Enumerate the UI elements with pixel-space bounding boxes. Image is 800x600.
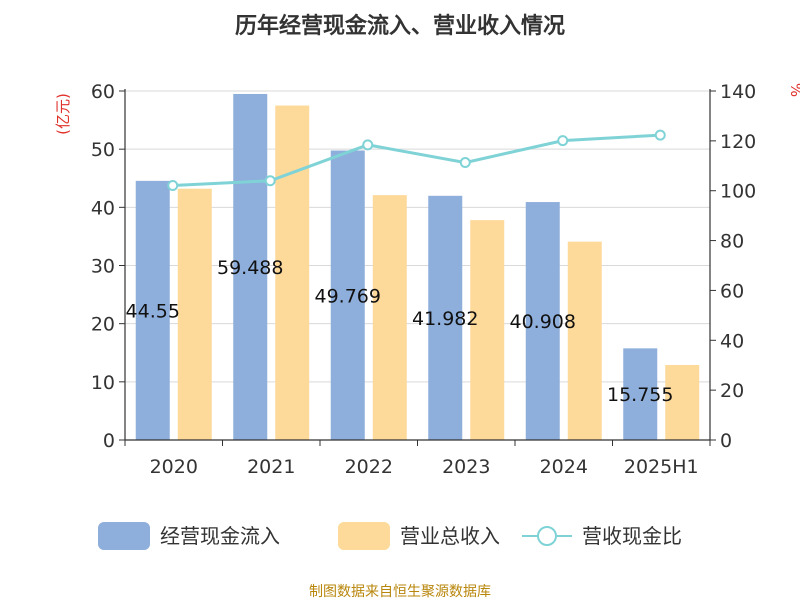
axes: 0 10 20 30 40 50 60 0 20 40 60 80 100 120 140 2020 2021 2… — [91, 81, 756, 478]
x-tick-label: 2025H1 — [624, 456, 699, 478]
left-axis-unit: (亿元) — [54, 93, 72, 135]
grid-lines — [125, 90, 710, 383]
right-axis-unit: % — [787, 83, 800, 97]
right-tick-label: 80 — [720, 231, 744, 253]
ratio-point — [459, 157, 471, 169]
right-tick-label: 100 — [720, 181, 756, 203]
right-tick-label: 20 — [720, 380, 744, 402]
ratio-point — [654, 129, 666, 141]
bar-total-revenue — [275, 105, 310, 441]
left-tick-label: 50 — [91, 139, 115, 161]
ratio-point — [557, 135, 569, 147]
legend-ratio-swatch-marker — [537, 526, 557, 546]
bar-cash-inflow — [428, 195, 463, 440]
left-tick-label: 40 — [91, 197, 115, 219]
source-note: 制图数据来自恒生聚源数据库 — [309, 584, 491, 600]
x-tick-label: 2020 — [150, 456, 198, 478]
ratio-point — [362, 139, 374, 151]
left-tick-label: 60 — [91, 81, 115, 103]
left-tick-label: 20 — [91, 314, 115, 336]
bar-total-revenue — [567, 241, 602, 440]
left-tick-label: 10 — [91, 372, 115, 394]
ratio-point — [167, 179, 179, 191]
legend: 经营现金流入 营业总收入 营收现金比 — [98, 522, 682, 550]
bar-data-label: 40.908 — [510, 311, 576, 333]
left-tick-label: 0 — [103, 430, 115, 452]
x-tick-label: 2023 — [442, 456, 490, 478]
bar-data-label: 49.769 — [315, 285, 381, 307]
left-tick-label: 30 — [91, 256, 115, 278]
right-tick-label: 140 — [720, 81, 756, 103]
bar-data-label: 59.488 — [217, 257, 283, 279]
bar-total-revenue — [372, 195, 407, 440]
right-tick-label: 60 — [720, 280, 744, 302]
x-tick-label: 2024 — [540, 456, 588, 478]
bar-cash-inflow — [525, 202, 560, 440]
legend-ratio-text: 营收现金比 — [582, 524, 682, 548]
bar-cash-inflow — [623, 348, 658, 440]
chart-title: 历年经营现金流入、营业收入情况 — [235, 13, 565, 39]
ratio-point — [264, 175, 276, 187]
bar-cash-inflow — [330, 150, 365, 440]
bar-total-revenue — [177, 188, 212, 440]
x-tick-label: 2021 — [247, 456, 295, 478]
bar-group — [135, 93, 700, 441]
legend-cash-inflow-text: 经营现金流入 — [160, 524, 280, 548]
right-tick-label: 0 — [720, 430, 732, 452]
legend-cash-inflow-swatch — [98, 522, 150, 550]
data-label-group: 44.55 59.488 49.769 41.982 40.908 15.755 — [126, 257, 674, 406]
x-tick-label: 2022 — [345, 456, 393, 478]
bar-data-label: 41.982 — [412, 308, 478, 330]
line-group — [167, 129, 666, 191]
bar-total-revenue — [470, 220, 505, 440]
right-tick-label: 40 — [720, 330, 744, 352]
bar-data-label: 15.755 — [607, 384, 673, 406]
right-tick-label: 120 — [720, 131, 756, 153]
ratio-line — [172, 133, 661, 187]
legend-total-revenue-text: 营业总收入 — [400, 524, 500, 548]
bar-cash-inflow — [135, 180, 170, 440]
bar-cash-inflow — [233, 93, 268, 440]
bar-data-label: 44.55 — [126, 300, 180, 322]
bar-total-revenue — [665, 364, 700, 440]
legend-total-revenue-swatch — [338, 522, 390, 550]
